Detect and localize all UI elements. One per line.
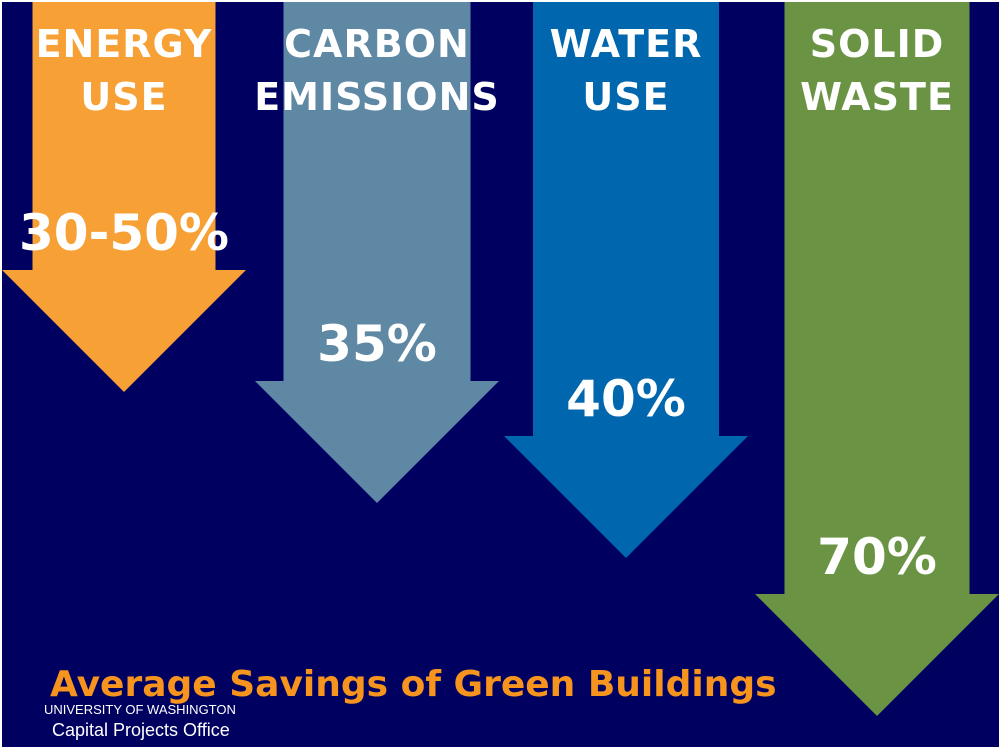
category-label-line2: USE (582, 75, 669, 119)
arrow-bar-2 (255, 2, 499, 503)
arrow-bar-4 (755, 2, 999, 716)
department-name: Capital Projects Office (52, 720, 230, 740)
org-name: UNIVERSITY OF WASHINGTON (44, 702, 236, 717)
category-label-line2: EMISSIONS (254, 75, 500, 119)
value-label: 40% (566, 370, 686, 428)
category-label-line2: USE (80, 75, 167, 119)
chart-title: Average Savings of Green Buildings (50, 664, 777, 705)
category-label-line2: WASTE (800, 75, 954, 119)
value-label: 30-50% (19, 204, 229, 262)
arrow-bar-1 (2, 2, 246, 392)
category-label-line1: SOLID (810, 22, 945, 66)
category-label-line1: WATER (550, 22, 703, 66)
value-label: 35% (317, 315, 437, 373)
category-label-line1: ENERGY (36, 22, 213, 66)
category-label-line1: CARBON (284, 22, 470, 66)
value-label: 70% (817, 528, 937, 586)
arrow-bar-3 (504, 2, 748, 558)
